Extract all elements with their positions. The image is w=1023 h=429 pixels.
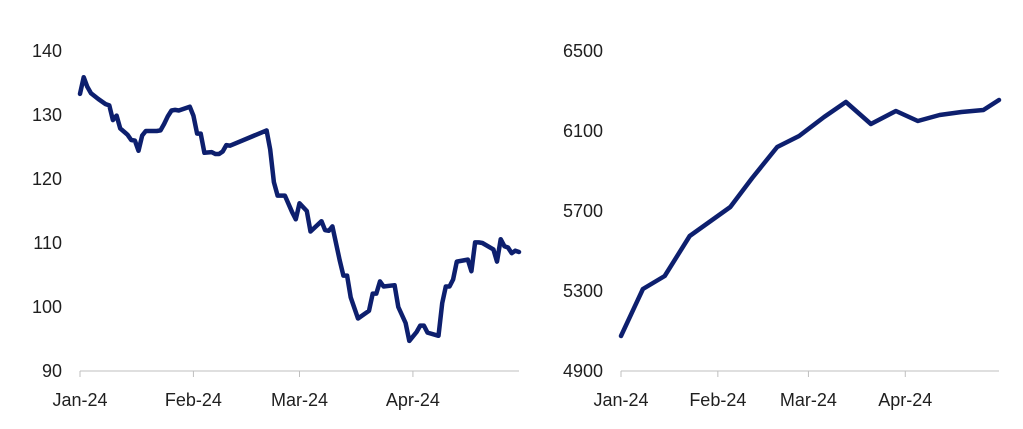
left-chart-y-tick-label: 120: [32, 169, 62, 189]
left-chart-y-tick-label: 100: [32, 297, 62, 317]
left-chart-x-tick-label: Feb-24: [165, 390, 222, 410]
right-chart-y-tick-label: 6500: [563, 41, 603, 61]
left-chart-y-tick-label: 110: [33, 233, 62, 253]
right-chart-x-tick-label: Apr-24: [878, 390, 932, 410]
left-chart-y-tick-label: 90: [42, 361, 62, 381]
right-chart-series-line: [618, 97, 1002, 339]
right-chart-x-tick-label: Feb-24: [689, 390, 746, 410]
right-chart-x-tick-label: Mar-24: [780, 390, 837, 410]
right-chart-y-tick-label: 5300: [563, 281, 603, 301]
right-chart-y-tick-label: 4900: [563, 361, 603, 381]
left-chart-x-tick-label: Mar-24: [271, 390, 328, 410]
left-chart-x-tick-label: Apr-24: [386, 390, 440, 410]
left-chart-y-tick-label: 130: [32, 105, 62, 125]
left-chart-x-tick-label: Jan-24: [52, 390, 107, 410]
left-chart-y-tick-label: 140: [32, 41, 62, 61]
right-chart-y-tick-label: 5700: [563, 201, 603, 221]
left-chart-series-line: [77, 74, 522, 344]
right-chart-x-tick-label: Jan-24: [593, 390, 648, 410]
right-chart-y-tick-label: 6100: [563, 121, 603, 141]
